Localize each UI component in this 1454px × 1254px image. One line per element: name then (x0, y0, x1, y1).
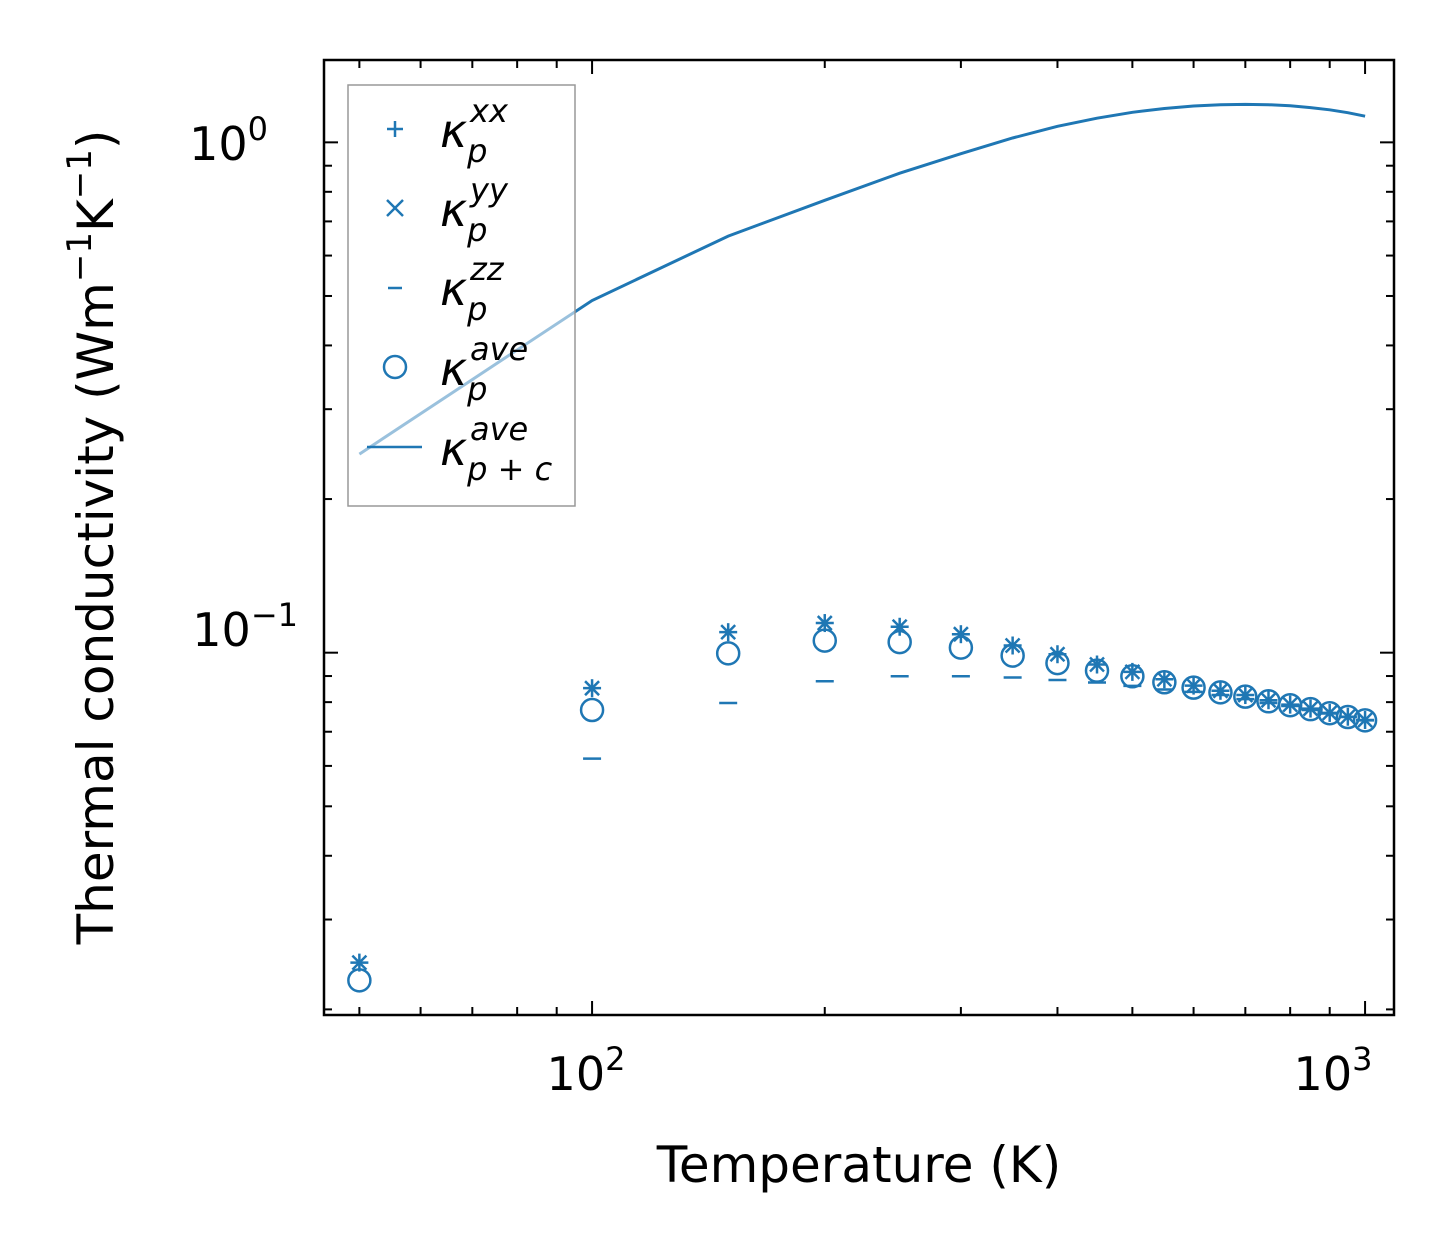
kappa_p_ave-point-1000 (1352, 708, 1378, 733)
legend-marker-x (386, 199, 404, 217)
x-tick-label-1e2: 102 (547, 1040, 626, 1101)
legend-marker-circle (382, 354, 408, 380)
y-tick-label-1e0: 100 (189, 110, 268, 171)
x-axis-label: Temperature (K) (656, 1136, 1061, 1194)
series-kappa_p_yy (351, 615, 1373, 971)
legend-label-kappa-p-ave: κpave (440, 330, 528, 408)
kappa_p_yy-point-750 (1260, 692, 1277, 709)
kappa_p_ave-point-700 (1233, 684, 1258, 709)
series-kappa_p_ave (347, 628, 1378, 993)
kappa_p_ave-point-50 (347, 968, 372, 993)
kappa_p_yy-point-600-d2 (1185, 677, 1202, 694)
y-tick-label-1e-1: 10−1 (192, 596, 298, 657)
kappa_p_yy-point-50 (351, 954, 368, 971)
kappa_p_yy-point-800 (1282, 696, 1299, 713)
kappa_p_ave-point-950 (1335, 704, 1361, 730)
kappa_p_ave-point-350 (1000, 643, 1025, 668)
kappa_p_yy-point-550 (1156, 671, 1173, 688)
kappa_p_yy-point-600 (1185, 677, 1202, 694)
kappa_p_yy-point-200-d2 (816, 615, 833, 631)
data-series (347, 102, 1378, 993)
legend-box (347, 84, 576, 507)
kappa_p_yy-point-150 (720, 624, 737, 641)
kappa_p_yy-point-100 (584, 680, 600, 697)
kappa_p_yy-point-800-d2 (1282, 696, 1299, 713)
legend: κpxx κpyy κpzz κpave κp + cave (347, 84, 576, 507)
kappa_p_yy-point-400 (1049, 646, 1066, 663)
legend-label-kappa-p-plus-c-ave: κp + cave (440, 410, 553, 488)
kappa_p_ave-point-400 (1045, 650, 1070, 676)
kappa_p_ave-point-250 (887, 629, 912, 655)
plot-frame (322, 58, 1396, 1017)
kappa_p_yy-point-850 (1302, 700, 1319, 717)
kappa_p_yy-point-200 (816, 615, 833, 631)
line-kappa_p_plus_c_ave (358, 102, 1366, 456)
kappa_p_yy-point-750-d2 (1260, 692, 1277, 709)
kappa_p_yy-point-100-d2 (584, 680, 600, 697)
axis-ticks (324, 60, 1394, 1015)
kappa_p_ave-point-900 (1317, 700, 1342, 726)
y-axis-label: Thermal conductivity (Wm−1K−1) (60, 130, 125, 946)
kappa_p_yy-point-850-d2 (1302, 700, 1319, 717)
kappa_p_ave-point-450 (1084, 658, 1110, 683)
kappa_p_ave-point-200 (812, 628, 838, 653)
series-kappa_p_xx (350, 614, 1375, 972)
kappa_p_yy-point-550-d2 (1156, 671, 1173, 688)
kappa_p_ave-point-600 (1181, 675, 1206, 700)
kappa_p_ave-point-550 (1152, 670, 1177, 695)
kappa_p_ave-point-100 (579, 697, 605, 723)
kappa_p_ave-point-650 (1208, 680, 1233, 705)
series-kappa_p_plus_c_ave (358, 102, 1366, 456)
kappa_p_yy-point-50-d2 (351, 954, 368, 971)
legend-label-kappa-p-yy: κpyy (440, 171, 509, 249)
kappa_p_ave-point-850 (1298, 696, 1323, 722)
kappa_p_ave-point-300 (948, 635, 974, 660)
kappa_p_yy-point-400-d2 (1049, 646, 1066, 663)
legend-marker-plus (387, 121, 403, 137)
legend-label-kappa-p-xx: κpxx (440, 92, 509, 170)
kappa_p_ave-point-500 (1120, 664, 1145, 689)
x-tick-label-1e3: 103 (1294, 1040, 1373, 1101)
legend-label-kappa-p-zz: κpzz (440, 250, 505, 328)
kappa_p_yy-point-150-d2 (720, 624, 737, 641)
series-kappa_p_zz (583, 675, 1375, 760)
kappa_p_ave-point-150 (715, 641, 741, 666)
